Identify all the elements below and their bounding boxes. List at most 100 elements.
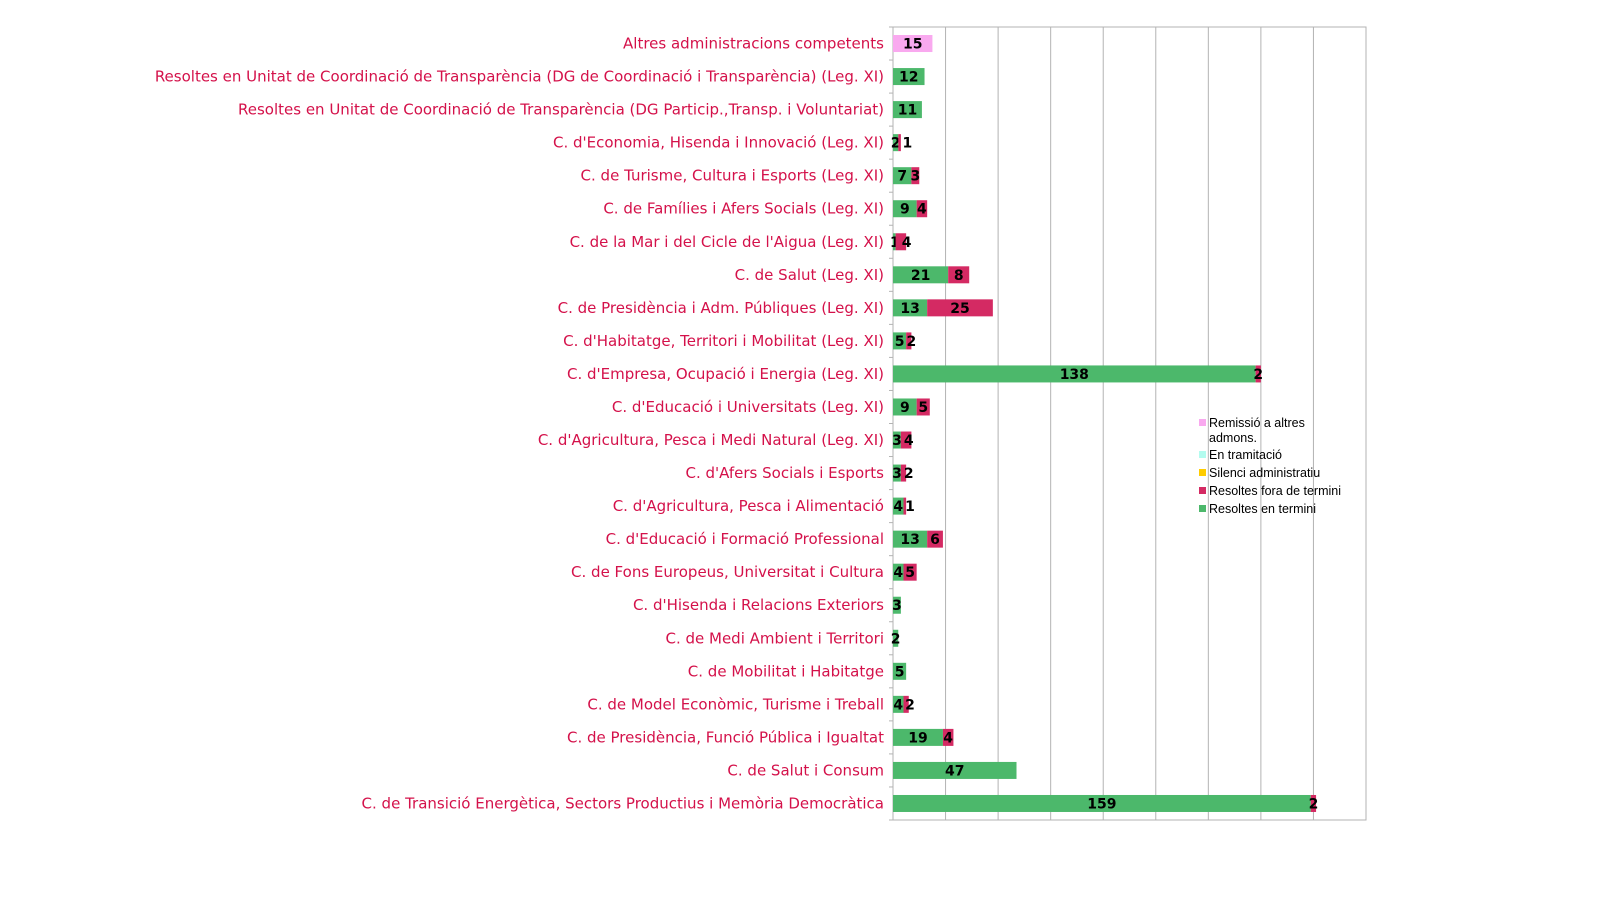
data-label: 4 xyxy=(893,565,903,581)
legend-label: Resoltes en termini xyxy=(1209,502,1316,516)
bar-segment xyxy=(893,464,901,482)
bar-segment xyxy=(1255,365,1261,383)
data-label: 8 xyxy=(954,268,964,284)
category-label: C. d'Educació i Formació Professional xyxy=(606,530,884,548)
category-label: C. de Transició Energètica, Sectors Prod… xyxy=(362,794,884,812)
category-label: C. d'Educació i Universitats (Leg. XI) xyxy=(612,398,884,416)
legend-swatch xyxy=(1199,469,1206,476)
legend-label: Silenci administratiu xyxy=(1209,466,1320,480)
bar-segment xyxy=(893,134,899,152)
bar-segment xyxy=(893,497,904,515)
bar-segment xyxy=(893,728,943,746)
bar-segment xyxy=(893,530,928,548)
category-label: C. de Salut (Leg. XI) xyxy=(735,266,884,284)
legend-swatch xyxy=(1199,419,1206,426)
data-label: 5 xyxy=(895,664,905,680)
category-label: C. de Mobilitat i Habitatge xyxy=(688,662,884,680)
category-label: C. de la Mar i del Cicle de l'Aigua (Leg… xyxy=(570,233,884,251)
data-label: 21 xyxy=(911,268,930,284)
legend-label: En tramitació xyxy=(1209,448,1282,462)
category-label: C. de Presidència i Adm. Públiques (Leg.… xyxy=(558,299,884,317)
data-label: 159 xyxy=(1087,796,1116,812)
data-label: 4 xyxy=(943,730,953,746)
data-label: 12 xyxy=(899,70,918,86)
category-label: C. d'Agricultura, Pesca i Alimentació xyxy=(613,497,884,515)
data-label: 4 xyxy=(893,697,903,713)
data-label: 6 xyxy=(930,532,940,548)
bar-segment xyxy=(893,431,901,449)
bar-segment xyxy=(893,761,1017,779)
data-label: 2 xyxy=(891,631,901,647)
data-label: 2 xyxy=(906,334,916,350)
legend-swatch xyxy=(1199,505,1206,512)
data-label: 4 xyxy=(893,499,903,515)
bar-segment xyxy=(942,728,954,746)
data-label: 25 xyxy=(950,301,969,317)
data-label: 2 xyxy=(891,136,901,152)
category-label: C. d'Hisenda i Relacions Exteriors xyxy=(633,596,884,614)
category-label: C. de Turisme, Cultura i Esports (Leg. X… xyxy=(581,167,884,185)
bar-segment xyxy=(893,563,904,581)
bar-segment xyxy=(893,266,949,284)
bar-segment xyxy=(893,662,907,680)
data-label: 9 xyxy=(900,400,910,416)
category-label: C. de Model Econòmic, Turisme i Treball xyxy=(587,695,884,713)
bar-segment xyxy=(916,398,930,416)
category-label: Resoltes en Unitat de Coordinació de Tra… xyxy=(155,68,884,86)
data-label: 47 xyxy=(945,763,964,779)
bar-segment xyxy=(893,398,917,416)
legend-label: admons. xyxy=(1209,431,1257,445)
bar-segment xyxy=(1310,794,1317,812)
category-label: Altres administracions competents xyxy=(623,35,884,53)
data-label: 7 xyxy=(897,169,907,185)
bar-segment xyxy=(900,464,907,482)
bar-segment xyxy=(893,233,896,251)
category-label: Resoltes en Unitat de Coordinació de Tra… xyxy=(238,101,884,119)
data-label: 1 xyxy=(890,235,900,251)
bar-segment xyxy=(927,299,993,317)
category-label: C. d'Afers Socials i Esports xyxy=(686,464,885,482)
category-label: C. de Fons Europeus, Universitat i Cultu… xyxy=(571,563,884,581)
data-label: 2 xyxy=(1253,367,1263,383)
legend-label: Remissió a altres xyxy=(1209,416,1305,430)
bar-segment xyxy=(893,365,1256,383)
legend-label: Resoltes fora de termini xyxy=(1209,484,1341,498)
bar-segment xyxy=(893,35,933,53)
data-label: 4 xyxy=(917,202,927,218)
data-label: 2 xyxy=(905,697,915,713)
data-label: 2 xyxy=(1309,796,1319,812)
data-label: 11 xyxy=(898,103,917,119)
bar-segment xyxy=(948,266,970,284)
category-label: C. d'Habitatge, Territori i Mobilitat (L… xyxy=(563,332,884,350)
data-label: 1 xyxy=(903,136,913,152)
bar-segment xyxy=(893,200,917,218)
bar-segment xyxy=(893,68,925,86)
bar-segment xyxy=(927,530,943,548)
category-label: C. d'Economia, Hisenda i Innovació (Leg.… xyxy=(553,134,884,152)
data-label: 5 xyxy=(905,565,915,581)
category-label: C. de Presidència, Funció Pública i Igua… xyxy=(567,728,884,746)
data-label: 3 xyxy=(892,433,902,449)
bar-segment xyxy=(903,563,917,581)
category-label: C. d'Empresa, Ocupació i Energia (Leg. X… xyxy=(567,365,884,383)
data-label: 13 xyxy=(900,532,919,548)
data-label: 19 xyxy=(908,730,927,746)
category-label: C. d'Agricultura, Pesca i Medi Natural (… xyxy=(538,431,884,449)
data-label: 15 xyxy=(903,37,922,53)
bar-segment xyxy=(893,794,1311,812)
category-label: C. de Medi Ambient i Territori xyxy=(665,629,884,647)
category-label: C. de Famílies i Afers Socials (Leg. XI) xyxy=(603,200,884,218)
bar-segment xyxy=(911,167,920,185)
bar-segment xyxy=(895,233,907,251)
bar-segment xyxy=(893,299,928,317)
bar-segment xyxy=(893,101,922,119)
category-label: C. de Salut i Consum xyxy=(727,761,884,779)
bar-segment xyxy=(893,167,912,185)
data-label: 5 xyxy=(918,400,928,416)
data-label: 13 xyxy=(900,301,919,317)
bar-segment xyxy=(893,332,907,350)
data-label: 138 xyxy=(1060,367,1089,383)
legend-swatch xyxy=(1199,487,1206,494)
data-label: 1 xyxy=(905,499,915,515)
